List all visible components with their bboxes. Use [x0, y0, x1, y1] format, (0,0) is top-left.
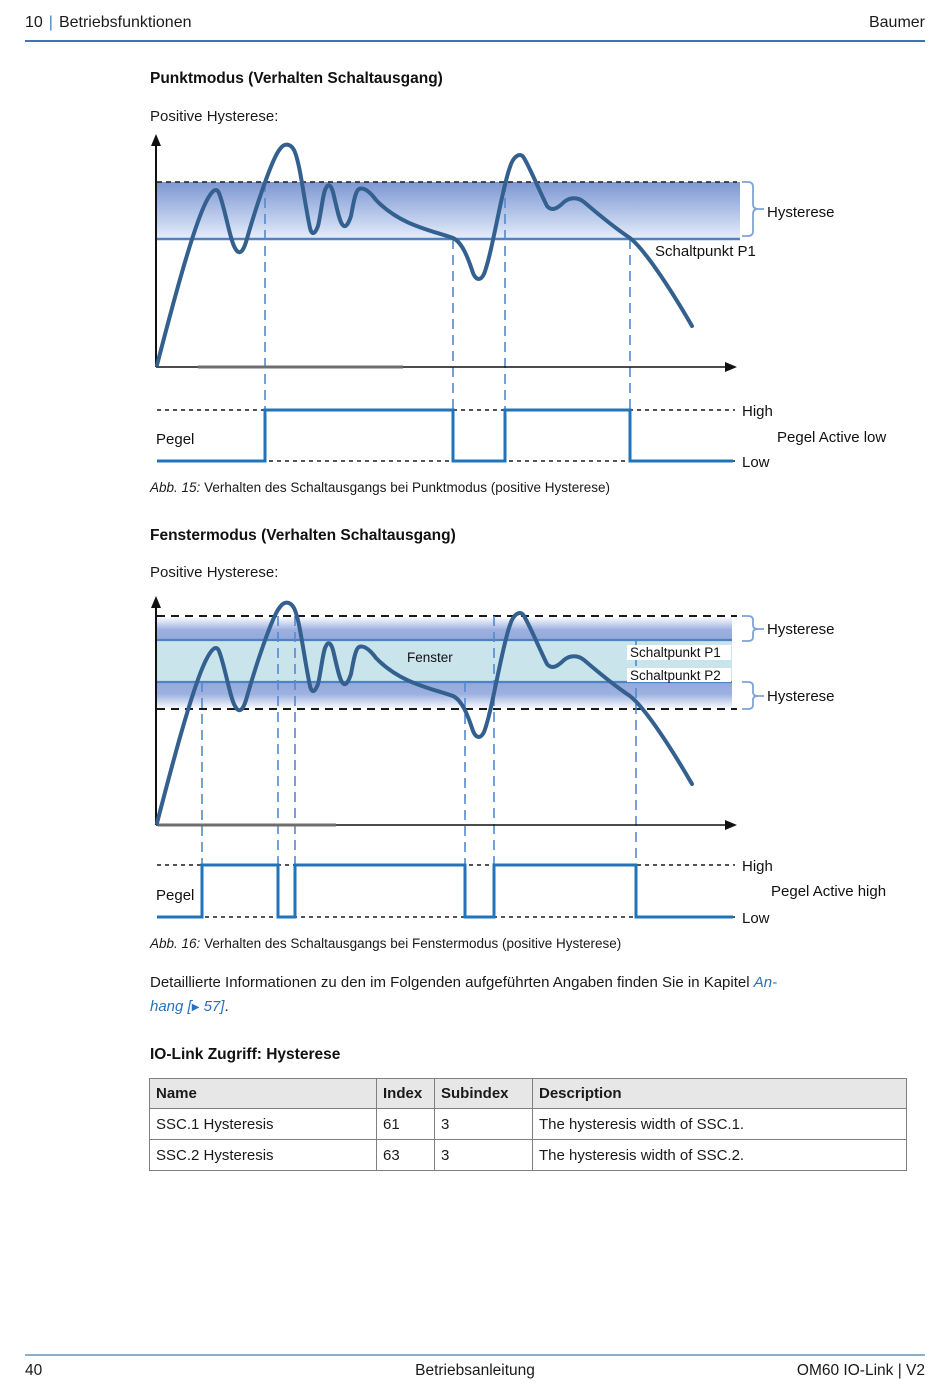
- hysterese-upper-label: Hysterese: [767, 621, 835, 638]
- info-paragraph: Detaillierte Informationen zu den im Fol…: [150, 971, 915, 1021]
- high-label: High: [742, 403, 773, 420]
- active-mode-label: Pegel Active low: [777, 429, 886, 446]
- x-axis-arrow: [725, 362, 737, 372]
- fenster-label: Fenster: [407, 650, 453, 665]
- col-header-name: Name: [149, 1078, 377, 1109]
- header-rule: [25, 40, 925, 42]
- link-arrow-icon: ▶: [191, 1002, 200, 1013]
- figure-15-caption: Abb. 15: Verhalten des Schaltausgangs be…: [150, 480, 610, 495]
- schaltpunkt-p1-label: Schaltpunkt P1: [630, 645, 721, 660]
- table-row: SSC.2 Hysteresis 63 3 The hysteresis wid…: [149, 1139, 907, 1171]
- hysterese-bracket: [742, 181, 764, 237]
- hysteresis-band: [157, 182, 740, 239]
- pegel-label: Pegel: [156, 887, 194, 904]
- anhang-link[interactable]: An-hang [▶ 57]: [150, 974, 777, 1015]
- footer-document-title: Betriebsanleitung: [415, 1362, 535, 1379]
- hysterese-bracket-upper: [742, 615, 764, 642]
- y-axis-arrow: [151, 134, 161, 146]
- anhang-link-page: 57]: [199, 998, 225, 1015]
- measurement-curve: [155, 142, 694, 367]
- p1-label-bg: [627, 645, 731, 660]
- chapter-title: Betriebsfunktionen: [58, 14, 192, 31]
- low-label: Low: [742, 910, 770, 927]
- cell-name: SSC.1 Hysteresis: [149, 1108, 377, 1140]
- col-header-subindex: Subindex: [434, 1078, 533, 1109]
- footer-page-number: 40: [25, 1362, 43, 1379]
- cell-index: 61: [376, 1108, 435, 1140]
- low-label: Low: [742, 454, 770, 471]
- cell-index: 63: [376, 1139, 435, 1171]
- high-label: High: [742, 858, 773, 875]
- table-row: SSC.1 Hysteresis 61 3 The hysteresis wid…: [149, 1108, 907, 1140]
- iolink-table: Name Index Subindex Description SSC.1 Hy…: [149, 1078, 907, 1171]
- section1-subheading: Positive Hysterese:: [150, 108, 279, 125]
- anhang-link-line2: hang [: [150, 998, 192, 1015]
- figure-15-number: Abb. 15:: [150, 480, 201, 495]
- hysterese-bracket-lower: [742, 681, 764, 710]
- output-signal: [157, 863, 733, 919]
- anhang-link-line1: An-: [753, 974, 778, 991]
- y-axis-arrow: [151, 596, 161, 608]
- cell-name: SSC.2 Hysteresis: [149, 1139, 377, 1171]
- figure-15-text: Verhalten des Schaltausgangs bei Punktmo…: [204, 480, 611, 495]
- output-signal: [157, 408, 733, 463]
- footer-product-version: OM60 IO-Link | V2: [796, 1362, 925, 1379]
- col-header-index: Index: [376, 1078, 435, 1109]
- measurement-curve: [155, 600, 694, 825]
- pegel-label: Pegel: [156, 431, 194, 448]
- table-header-row: Name Index Subindex Description: [149, 1078, 907, 1109]
- section2-subheading: Positive Hysterese:: [150, 564, 279, 581]
- cell-description: The hysteresis width of SSC.2.: [532, 1139, 907, 1171]
- active-mode-label: Pegel Active high: [771, 883, 886, 900]
- paragraph-text: Detaillierte Informationen zu den im Fol…: [150, 974, 750, 991]
- diagram-punktmodus: Hysterese Schaltpunkt P1 Pegel High Low …: [151, 134, 886, 471]
- x-axis-arrow: [725, 820, 737, 830]
- brand-name: Baumer: [868, 14, 925, 31]
- iolink-heading: IO-Link Zugriff: Hysterese: [150, 1046, 341, 1063]
- hysterese-label: Hysterese: [767, 204, 835, 221]
- header-chapter: 10 | Betriebsfunktionen: [25, 14, 191, 32]
- hysterese-lower-label: Hysterese: [767, 688, 835, 705]
- hysteresis-band-upper: [157, 617, 732, 640]
- cell-description: The hysteresis width of SSC.1.: [532, 1108, 907, 1140]
- figure-16-caption: Abb. 16: Verhalten des Schaltausgangs be…: [150, 936, 621, 951]
- figure-16-text: Verhalten des Schaltausgangs bei Fenster…: [204, 936, 622, 951]
- diagram-fenstermodus: Schaltpunkt P1 Schaltpunkt P2 Fenster Hy…: [151, 596, 886, 927]
- p2-label-bg: [627, 668, 731, 682]
- sentence-period: .: [224, 998, 229, 1015]
- col-header-description: Description: [532, 1078, 907, 1109]
- section1-heading: Punktmodus (Verhalten Schaltausgang): [150, 70, 443, 87]
- schaltpunkt-p1-label: Schaltpunkt P1: [655, 243, 756, 260]
- cell-subindex: 3: [434, 1139, 533, 1171]
- chapter-number: 10: [25, 14, 43, 31]
- figure-16-number: Abb. 16:: [150, 936, 201, 951]
- schaltpunkt-p2-label: Schaltpunkt P2: [630, 668, 721, 683]
- chapter-separator: |: [48, 14, 53, 31]
- section2-heading: Fenstermodus (Verhalten Schaltausgang): [150, 527, 456, 544]
- footer-rule: [25, 1354, 925, 1356]
- cell-subindex: 3: [434, 1108, 533, 1140]
